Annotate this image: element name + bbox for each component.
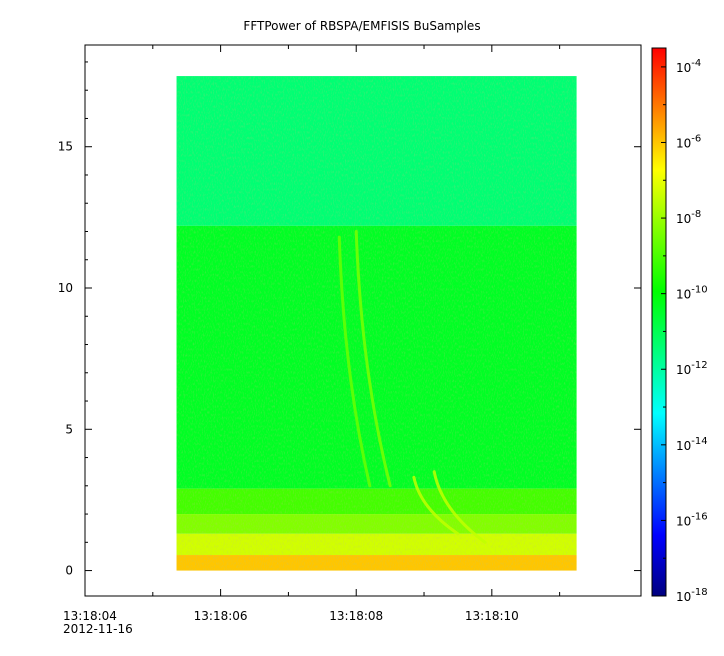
x-tick-label: 13:18:04 bbox=[63, 609, 117, 623]
colorbar-tick-label: 10-6 bbox=[676, 133, 701, 150]
colorbar-tick-label: 10-14 bbox=[676, 436, 708, 453]
colorbar-tick-label: 10-4 bbox=[676, 58, 701, 75]
colorbar-axis: 10-4 10-6 10-8 10-10 10-12 10-14 10-16 10-18 bbox=[661, 58, 708, 604]
y-axis: 0 5 10 15 bbox=[58, 61, 641, 578]
colorbar-tick-label: 10-8 bbox=[676, 209, 701, 226]
y-tick-label: 5 bbox=[65, 422, 73, 436]
x-tick-label: 13:18:10 bbox=[465, 609, 519, 623]
spectrogram-noise bbox=[176, 76, 577, 571]
colorbar-tick-label: 10-12 bbox=[676, 360, 708, 377]
chart-title: FFTPower of RBSPA/EMFISIS BuSamples bbox=[243, 19, 480, 33]
y-tick-label: 15 bbox=[58, 140, 73, 154]
colorbar-tick-label: 10-18 bbox=[676, 587, 708, 604]
x-tick-label: 13:18:06 bbox=[194, 609, 248, 623]
chorus-feature bbox=[337, 235, 372, 488]
y-tick-label: 10 bbox=[58, 281, 73, 295]
chorus-feature bbox=[412, 475, 460, 536]
colorbar-tick-label: 10-16 bbox=[676, 511, 708, 528]
colorbar-tick-label: 10-10 bbox=[676, 285, 708, 302]
chorus-features bbox=[337, 229, 487, 544]
x-tick-label: 13:18:08 bbox=[329, 609, 383, 623]
colorbar bbox=[651, 47, 667, 597]
y-tick-label: 0 bbox=[65, 564, 73, 578]
chorus-feature bbox=[432, 470, 487, 544]
x-tick-sublabel: 2012-11-16 bbox=[63, 622, 133, 636]
chorus-feature bbox=[354, 229, 392, 488]
